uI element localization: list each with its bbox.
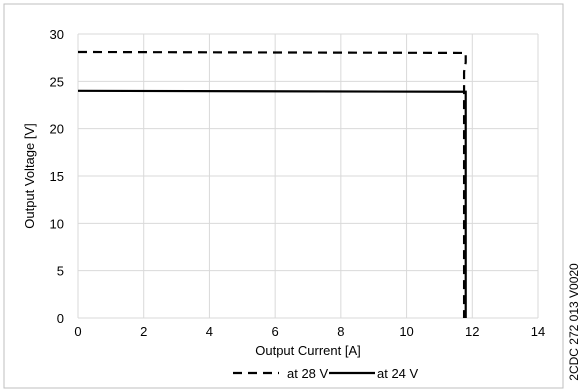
x-tick-label: 14 <box>531 324 545 339</box>
x-tick-label: 2 <box>140 324 147 339</box>
legend-label: at 24 V <box>377 366 419 381</box>
grid-lines <box>77 33 539 319</box>
x-tick-label: 8 <box>337 324 344 339</box>
x-tick-label: 4 <box>206 324 213 339</box>
series-line <box>77 89 467 318</box>
y-tick-label: 5 <box>57 264 64 279</box>
side-code-label: 2CDC 272 013 V0020 <box>567 263 581 381</box>
legend-label: at 28 V <box>287 366 329 381</box>
x-tick-label: 6 <box>272 324 279 339</box>
x-tick-label: 10 <box>399 324 413 339</box>
series-lines <box>77 50 467 318</box>
y-tick-label: 10 <box>50 216 64 231</box>
y-tick-labels: 0 5 10 15 20 25 30 <box>50 27 64 326</box>
y-axis-title: Output Voltage [V] <box>22 123 37 229</box>
y-tick-label: 25 <box>50 74 64 89</box>
y-tick-label: 0 <box>57 311 64 326</box>
x-tick-label: 12 <box>465 324 479 339</box>
y-tick-label: 30 <box>50 27 64 42</box>
legend: at 28 V at 24 V <box>233 366 419 381</box>
y-tick-label: 15 <box>50 169 64 184</box>
chart-frame <box>3 3 564 389</box>
x-axis-title: Output Current [A] <box>255 343 361 358</box>
x-tick-label: 0 <box>74 324 81 339</box>
series-line <box>77 50 467 318</box>
x-tick-labels: 0 2 4 6 8 10 12 14 <box>74 324 545 339</box>
y-tick-label: 20 <box>50 122 64 137</box>
